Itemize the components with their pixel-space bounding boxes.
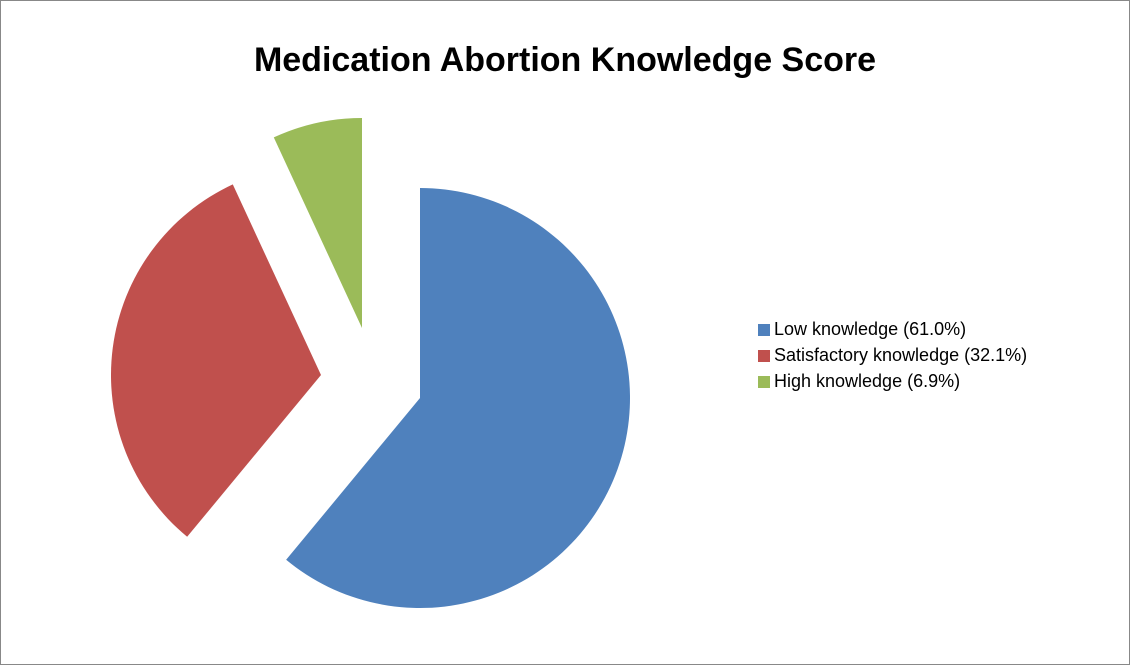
legend-swatch <box>758 376 770 388</box>
pie-slice <box>273 118 362 328</box>
pie-slice <box>110 184 321 537</box>
legend-swatch <box>758 350 770 362</box>
legend-label: Satisfactory knowledge (32.1%) <box>774 345 1027 365</box>
legend-label: Low knowledge (61.0%) <box>774 319 966 339</box>
legend-swatch <box>758 324 770 336</box>
chart-title: Medication Abortion Knowledge Score <box>254 41 876 79</box>
legend-label: High knowledge (6.9%) <box>774 371 960 391</box>
pie-slice <box>286 188 630 608</box>
